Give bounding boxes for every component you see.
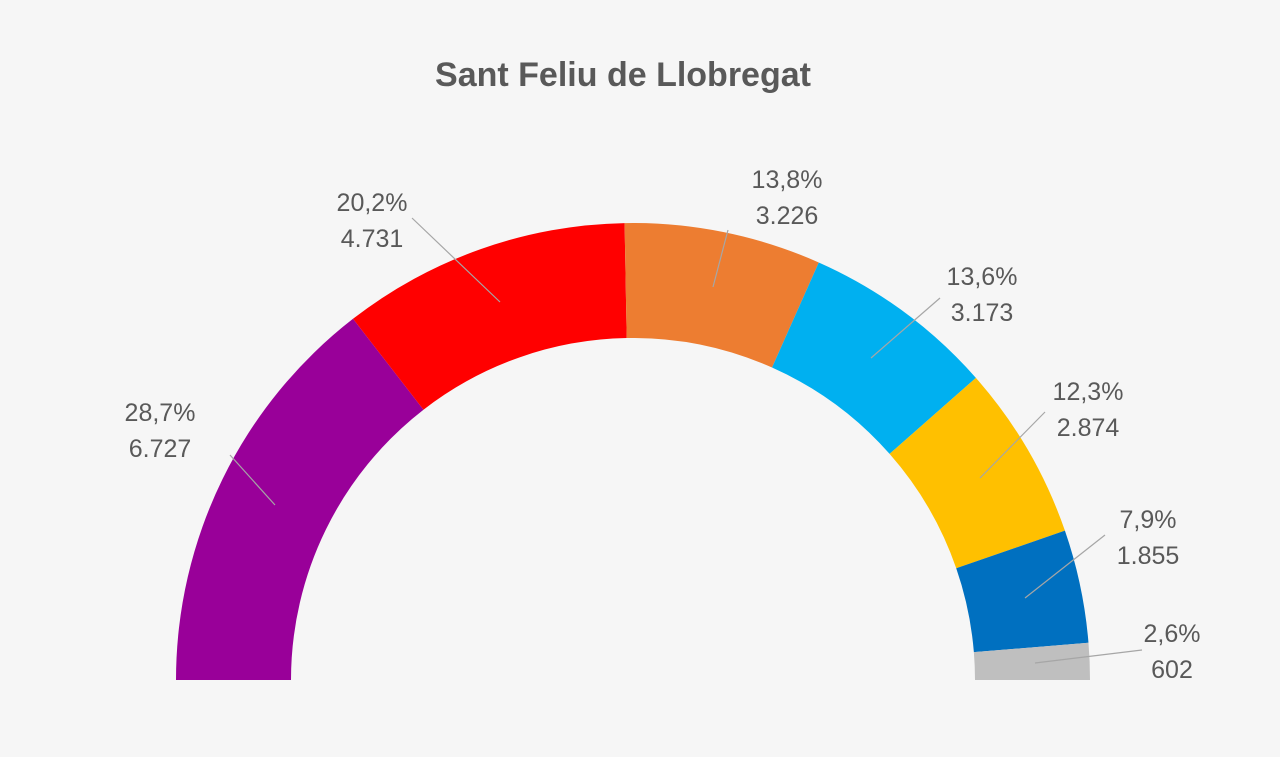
leader-line-6 [1024, 534, 1106, 599]
leader-line-7 [1034, 649, 1143, 664]
slice-value-label-5: 2.874 [1057, 414, 1120, 442]
leader-line-2 [411, 217, 501, 303]
slice-percent-label-5: 12,3% [1053, 378, 1124, 406]
leader-line-1 [229, 454, 276, 506]
slice-percent-label-4: 13,6% [947, 263, 1018, 291]
donut-slice-6 [956, 530, 1089, 653]
slice-value-label-2: 4.731 [341, 225, 404, 253]
slice-value-label-7: 602 [1151, 656, 1193, 684]
donut-slice-1 [176, 318, 424, 680]
data-labels: 28,7% 6.727 20,2% 4.731 13,8% 3.226 13,6% 3.173… [125, 166, 1201, 684]
donut-slice-7 [973, 642, 1090, 680]
slice-value-label-6: 1.855 [1117, 542, 1180, 570]
slice-value-label-4: 3.173 [951, 299, 1014, 327]
leader-line-5 [979, 411, 1046, 479]
donut-slice-3 [624, 223, 819, 368]
donut-slice-2 [353, 223, 627, 410]
leader-lines [229, 217, 1143, 664]
slice-value-label-1: 6.727 [129, 435, 192, 463]
slice-percent-label-6: 7,9% [1120, 506, 1177, 534]
slice-value-label-3: 3.226 [756, 202, 819, 230]
leader-line-4 [870, 297, 941, 359]
slice-percent-label-2: 20,2% [337, 189, 408, 217]
slice-percent-label-3: 13,8% [752, 166, 823, 194]
chart-title: Sant Feliu de Llobregat [435, 56, 811, 94]
slice-percent-label-7: 2,6% [1144, 620, 1201, 648]
donut-slice-5 [889, 377, 1065, 569]
donut-slices [176, 223, 1090, 680]
slice-percent-label-1: 28,7% [125, 399, 196, 427]
donut-slice-4 [772, 262, 976, 454]
leader-line-3 [712, 229, 729, 288]
